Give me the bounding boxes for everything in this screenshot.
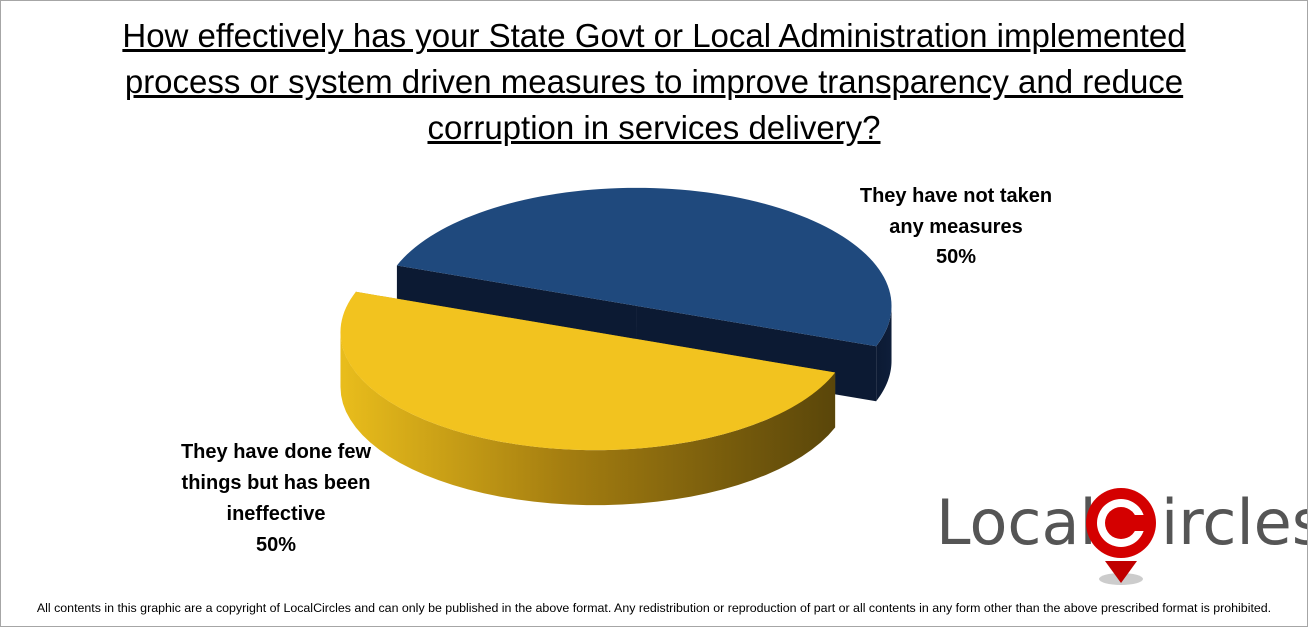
pie-slice — [340, 291, 836, 451]
logo-text: Local — [936, 486, 1097, 559]
chart-title: How effectively has your State Govt or L… — [122, 17, 1186, 146]
pie-slice — [396, 187, 892, 347]
slice-side — [340, 332, 836, 506]
logo-pin — [1086, 488, 1156, 585]
slice-side — [876, 305, 892, 402]
slice-label: They have not taken any measures — [859, 185, 1053, 238]
logo-text: ircles — [1161, 486, 1307, 559]
slice-label: They have done few things but has been i… — [180, 441, 372, 525]
pie — [340, 187, 892, 506]
slice-value-label: 50% — [935, 246, 977, 268]
slice-value-label: 50% — [255, 534, 297, 556]
footer: All contents in this graphic are a copyr… — [36, 601, 1272, 615]
